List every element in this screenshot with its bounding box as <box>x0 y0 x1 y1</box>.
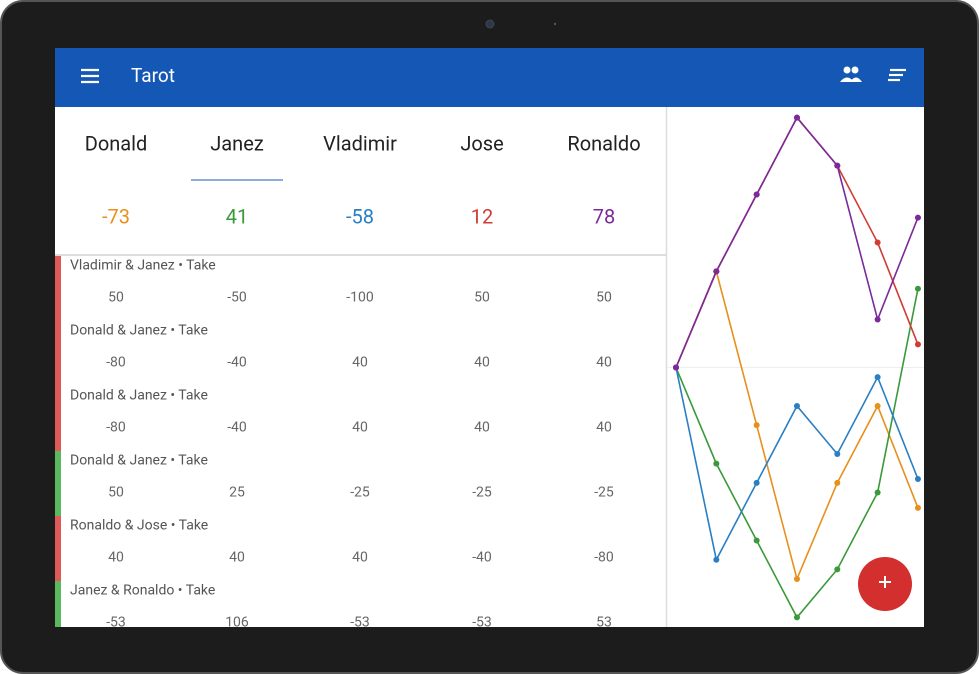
round-score: 40 <box>596 355 612 371</box>
round-score: 53 <box>596 615 612 631</box>
score-point <box>713 460 720 467</box>
score-point <box>713 268 720 275</box>
app-title: Tarot <box>131 64 175 87</box>
score-point <box>874 316 881 323</box>
player-total: -58 <box>346 204 374 228</box>
round-score: 106 <box>225 615 249 631</box>
round-score: -80 <box>594 550 614 566</box>
score-point <box>914 341 921 348</box>
player-name[interactable]: Ronaldo <box>567 131 640 155</box>
round-score: -50 <box>227 290 247 306</box>
score-point <box>834 479 841 486</box>
round-score: 25 <box>229 485 245 501</box>
screen: Tarot Donald -73 Janez 41 Vladimir -58 Jose 12 R… <box>55 48 924 631</box>
score-point <box>914 285 921 292</box>
round-status-bar <box>55 581 61 627</box>
score-point <box>793 402 800 409</box>
round-score: 40 <box>352 355 368 371</box>
score-point <box>834 162 841 169</box>
round-score: -40 <box>227 420 247 436</box>
score-point <box>914 475 921 482</box>
round-score: 40 <box>229 550 245 566</box>
player-total: -73 <box>102 204 130 228</box>
score-point <box>874 374 881 381</box>
score-point <box>793 614 800 621</box>
app-bar <box>55 48 924 107</box>
score-point <box>753 191 760 198</box>
round-score: -80 <box>106 355 126 371</box>
round-status-bar <box>55 451 61 516</box>
round-score: 40 <box>474 420 490 436</box>
round-list: Donald -73 Janez 41 Vladimir -58 Jose 12 Ronaldo… <box>55 131 641 631</box>
score-point <box>793 575 800 582</box>
round-score: -80 <box>106 420 126 436</box>
round-label: Ronaldo & Jose • Take <box>70 518 208 534</box>
score-point <box>753 422 760 429</box>
round-score: 50 <box>108 290 124 306</box>
round-score: -53 <box>350 615 370 631</box>
round-status-bar <box>55 516 61 581</box>
round-score: -40 <box>227 355 247 371</box>
round-score: -40 <box>472 550 492 566</box>
player-name[interactable]: Donald <box>85 131 148 155</box>
score-point <box>874 402 881 409</box>
score-point <box>793 114 800 121</box>
round-label: Janez & Ronaldo • Take <box>70 583 215 599</box>
player-total: 12 <box>471 204 493 228</box>
round-score: -100 <box>346 290 374 306</box>
score-point <box>753 537 760 544</box>
player-name[interactable]: Janez <box>210 131 264 155</box>
round-score: 40 <box>474 355 490 371</box>
round-score: -53 <box>106 615 126 631</box>
players-button[interactable] <box>840 66 862 83</box>
round-status-bar <box>55 386 61 451</box>
round-score: 40 <box>596 420 612 436</box>
round-score: 40 <box>352 420 368 436</box>
player-name[interactable]: Jose <box>460 131 503 155</box>
round-label: Vladimir & Janez • Take <box>70 258 216 274</box>
score-point <box>834 566 841 573</box>
player-total: 41 <box>226 204 248 228</box>
camera <box>485 19 495 29</box>
score-point <box>753 479 760 486</box>
round-score: 40 <box>352 550 368 566</box>
round-label: Donald & Janez • Take <box>70 388 208 404</box>
score-point <box>874 489 881 496</box>
round-score: 50 <box>474 290 490 306</box>
round-label: Donald & Janez • Take <box>70 453 208 469</box>
score-point <box>673 364 679 371</box>
round-status-bar <box>55 256 61 321</box>
score-point <box>834 451 841 457</box>
score-chart <box>667 114 924 621</box>
score-point <box>874 239 881 246</box>
round-score: 50 <box>108 485 124 501</box>
sensor <box>553 22 557 26</box>
player-name[interactable]: Vladimir <box>323 131 397 155</box>
player-total: 78 <box>593 204 615 228</box>
round-score: -25 <box>350 485 370 501</box>
add-round-button[interactable] <box>858 557 912 611</box>
round-label: Donald & Janez • Take <box>70 323 208 339</box>
round-score: 50 <box>596 290 612 306</box>
round-score: -25 <box>594 485 614 501</box>
round-score: 40 <box>108 550 124 566</box>
score-point <box>713 556 720 563</box>
menu-button[interactable] <box>81 68 99 84</box>
screen-bg <box>55 48 924 627</box>
score-point <box>914 504 921 511</box>
sort-button[interactable] <box>888 68 906 82</box>
score-point <box>914 214 921 221</box>
round-score: -25 <box>472 485 492 501</box>
round-score: -53 <box>472 615 492 631</box>
round-status-bar <box>55 321 61 386</box>
